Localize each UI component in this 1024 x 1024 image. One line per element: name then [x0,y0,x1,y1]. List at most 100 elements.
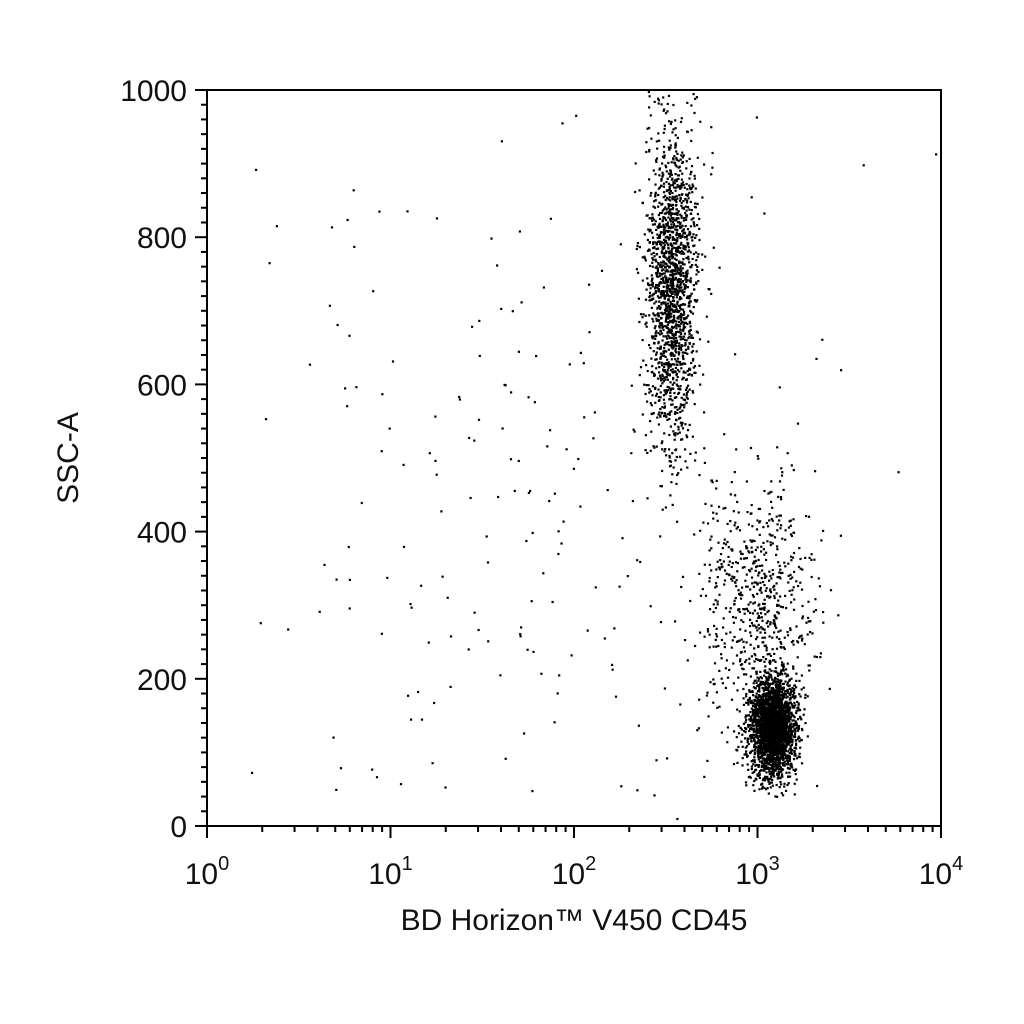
data-point [786,691,789,694]
data-point [652,242,655,246]
data-point [785,724,788,727]
data-point [777,774,780,777]
data-point [665,211,668,214]
data-point [790,593,793,596]
data-point [677,428,680,431]
data-point [684,388,688,392]
data-point [764,729,767,732]
data-point [756,750,759,753]
data-point [698,338,702,341]
data-point [768,745,771,748]
data-point [775,732,778,735]
data-point [715,635,719,638]
data-point [656,269,659,273]
data-point [669,300,672,304]
data-point [773,714,776,718]
data-point [674,278,677,281]
data-point [771,682,774,685]
data-point [684,371,687,374]
data-point [666,279,669,282]
data-point [804,693,807,696]
data-point [781,571,784,574]
data-point [778,761,781,764]
data-point [768,659,771,662]
data-point [723,579,727,582]
data-point [723,642,726,645]
data-point [737,676,740,679]
data-point [696,265,699,268]
data-point [667,172,670,175]
data-point [781,727,784,730]
data-point [669,250,672,253]
data-point [671,503,674,506]
data-point [822,529,825,532]
data-point [747,701,750,704]
data-point [800,718,803,721]
data-point [763,674,766,677]
data-point [763,724,766,727]
data-point [675,203,678,207]
data-point [695,273,698,276]
data-point [759,701,762,704]
data-point [774,670,778,673]
data-point [679,411,682,414]
data-point [684,423,687,426]
data-point [778,740,781,743]
data-point [736,708,739,711]
data-point [772,771,775,774]
data-point [678,232,681,236]
data-point [745,585,748,588]
data-point [660,485,663,488]
data-point [698,238,701,242]
data-point [693,111,696,115]
data-point [777,599,780,602]
data-point [657,288,660,291]
data-point [770,758,773,761]
data-point [692,342,695,346]
data-point [653,200,656,203]
data-point [778,708,781,711]
data-point [744,731,747,734]
data-point [755,581,758,584]
data-point [664,256,667,259]
data-point [772,622,775,625]
data-point [779,641,782,644]
data-point [766,734,769,737]
data-point [682,219,685,222]
data-point [679,246,682,250]
data-point [788,756,791,759]
data-point [789,765,792,768]
data-point [776,678,779,681]
data-point [674,459,677,462]
data-point [769,778,772,781]
data-point [668,313,671,316]
data-point [754,768,758,771]
data-point [644,434,647,437]
data-point [752,784,755,787]
data-point [676,270,679,273]
data-point [684,460,687,463]
data-point [787,674,790,677]
data-point [680,182,683,186]
data-point [657,261,660,265]
data-point [674,186,678,189]
data-point [766,540,769,543]
data-point [655,330,658,333]
data-point [678,320,681,324]
data-point [765,671,769,674]
data-point [648,241,651,244]
data-point [739,726,742,729]
data-point [666,283,669,286]
data-point [683,399,687,402]
data-point [763,719,766,722]
data-point [747,737,750,740]
data-point [676,213,679,216]
data-point [678,278,681,281]
data-point [651,277,654,280]
data-point [661,171,664,174]
data-point [776,721,779,724]
data-point [657,399,660,402]
data-point [761,641,764,644]
data-point [793,696,796,699]
data-point [664,342,667,345]
